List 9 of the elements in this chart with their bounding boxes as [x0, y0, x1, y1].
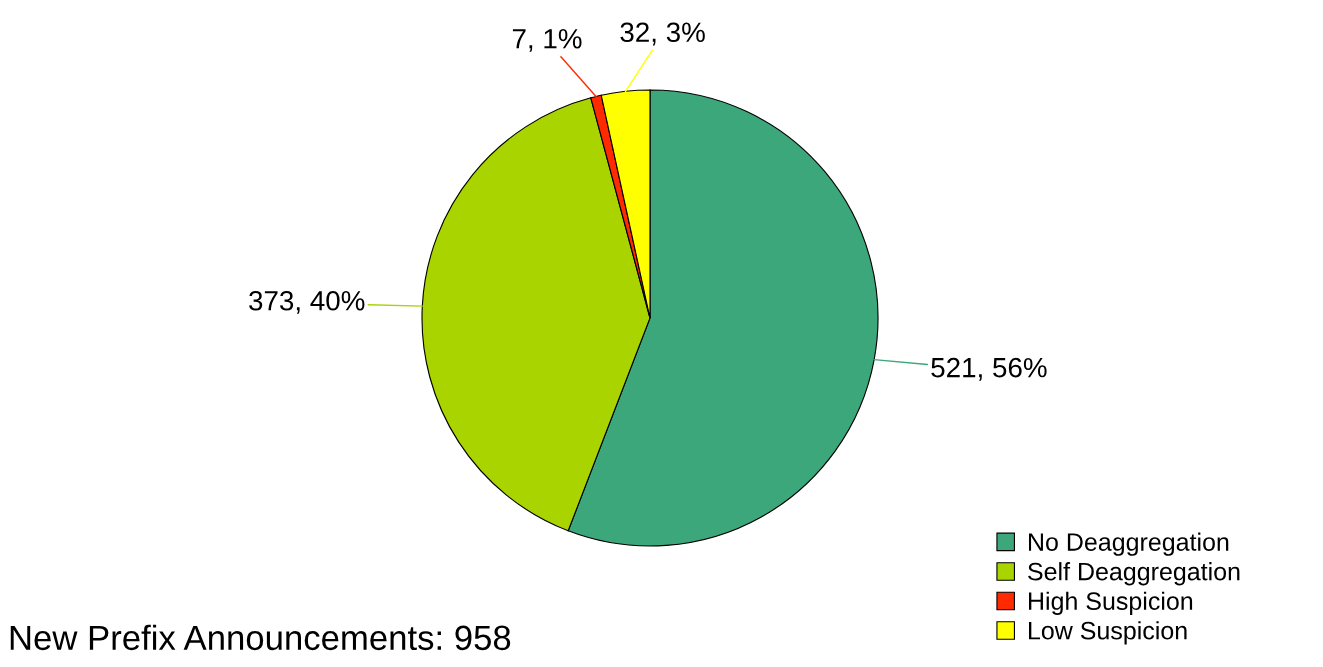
legend-label: No Deaggregation [1028, 532, 1229, 556]
data-label: 521, 56% [931, 357, 1047, 381]
data-label: 32, 3% [620, 22, 705, 46]
legend-label: Self Deaggregation [1028, 562, 1240, 586]
text: New Prefix Announcements: 958 [10, 624, 511, 651]
legend-label: High Suspicion [1028, 591, 1193, 615]
data-label: 7, 1% [512, 29, 582, 52]
data-label: 373, 40% [249, 290, 365, 314]
legend-label: Low Suspicion [1028, 621, 1187, 645]
